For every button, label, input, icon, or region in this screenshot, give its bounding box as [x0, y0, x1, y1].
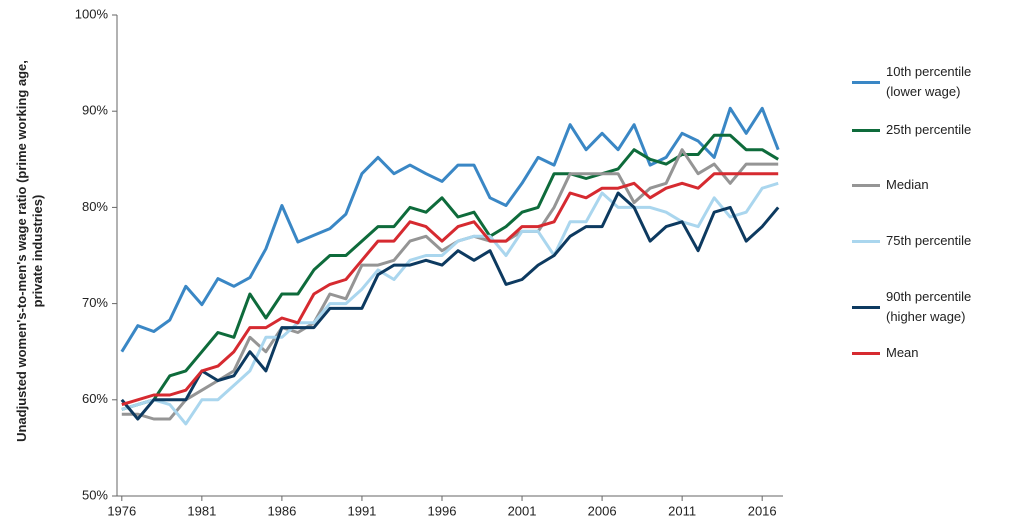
x-tick-label: 2006	[588, 503, 617, 518]
y-axis-title: Unadjusted women's-to-men's wage ratio (…	[14, 60, 45, 442]
legend-item: 10th percentile (lower wage)	[852, 62, 998, 102]
legend-swatch	[852, 128, 880, 132]
legend-label: Median	[886, 177, 929, 192]
legend-item: 25th percentile	[852, 120, 998, 140]
legend-label: 90th percentile (higher wage)	[886, 289, 972, 324]
series-line	[121, 181, 779, 426]
y-tick-label: 60%	[82, 391, 108, 406]
legend-item: 90th percentile (higher wage)	[852, 287, 998, 327]
series-line	[121, 133, 779, 411]
x-tick-label: 2001	[508, 503, 537, 518]
series-line	[121, 172, 779, 407]
x-tick-label: 1986	[267, 503, 296, 518]
legend-item: Median	[852, 175, 998, 195]
legend-label: 75th percentile	[886, 233, 972, 248]
legend-label: 25th percentile	[886, 122, 972, 137]
x-tick-label: 1976	[107, 503, 136, 518]
legend-swatch	[852, 351, 880, 355]
series-line	[120, 106, 780, 353]
legend-item: 75th percentile	[852, 231, 998, 251]
x-tick-label: 2011	[668, 503, 696, 518]
legend-swatch	[852, 80, 880, 84]
x-tick-label: 1996	[428, 503, 457, 518]
series-line	[121, 148, 779, 421]
series-line	[120, 191, 780, 421]
x-tick-label: 1991	[347, 503, 376, 518]
y-tick-label: 70%	[82, 295, 108, 310]
y-tick-label: 50%	[82, 487, 108, 502]
legend-swatch	[852, 239, 880, 243]
legend-label: 10th percentile (lower wage)	[886, 64, 972, 99]
y-tick-label: 100%	[75, 6, 109, 21]
legend-item: Mean	[852, 343, 998, 363]
legend-label: Mean	[886, 345, 919, 360]
y-tick-label: 90%	[82, 103, 108, 118]
legend-swatch	[852, 305, 880, 309]
y-tick-label: 80%	[82, 199, 108, 214]
x-tick-label: 1981	[187, 503, 216, 518]
legend-swatch	[852, 183, 880, 187]
x-tick-label: 2016	[748, 503, 777, 518]
